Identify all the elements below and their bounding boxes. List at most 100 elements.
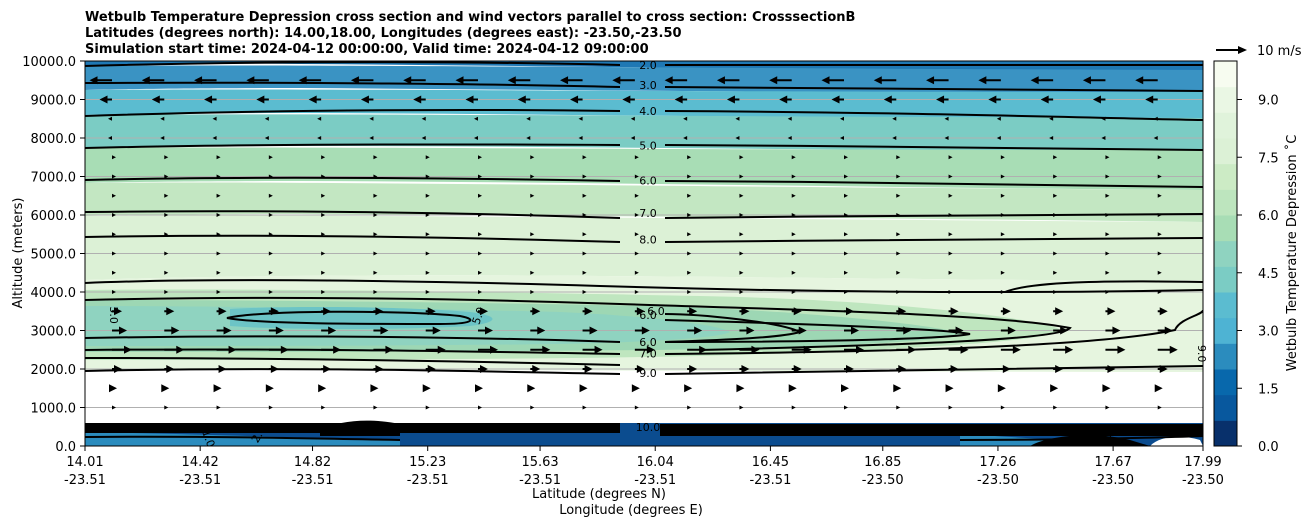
wind-arrow [1105, 155, 1110, 160]
contour-label: 6.0 [639, 336, 657, 349]
wind-arrow [373, 405, 378, 410]
wind-arrow [844, 270, 848, 275]
colorbar-segment [1214, 189, 1237, 216]
wind-arrow [112, 251, 116, 256]
wind-arrow [1101, 136, 1106, 140]
wind-arrow [164, 270, 169, 275]
contour-label: 1.0 [199, 428, 217, 449]
wind-arrow [160, 116, 165, 121]
wind-arrow [831, 95, 844, 104]
wind-arrow [1000, 251, 1005, 256]
wind-arrow [256, 95, 269, 104]
wind-arrow [373, 251, 378, 256]
wind-arrow [425, 307, 436, 316]
wind-arrow [164, 251, 169, 256]
wind-arrow [465, 95, 478, 104]
y-tick-label: 6000.0 [31, 209, 77, 224]
wind-arrow [687, 345, 708, 354]
wind-arrow [478, 251, 482, 256]
colorbar-segment [1214, 138, 1237, 165]
wind-arrow [478, 307, 488, 316]
wind-arrow [687, 270, 692, 275]
wind-arrow [373, 365, 384, 373]
wind-arrow [112, 270, 116, 275]
contour-label: 8.0 [639, 233, 657, 246]
colorbar-tick-label: 1.5 [1258, 382, 1279, 397]
colorbar-segment [1214, 112, 1237, 139]
wind-arrow [844, 326, 859, 335]
wind-arrow [1053, 213, 1058, 217]
wind-arrow [268, 251, 273, 256]
wind-arrow [1053, 326, 1069, 335]
contour-8 [85, 234, 1203, 243]
wind-arrow [948, 270, 953, 275]
wind-arrow [216, 405, 221, 410]
wind-arrow [1105, 193, 1110, 198]
y-tick-label: 0.0 [55, 440, 76, 455]
wind-arrow [1105, 251, 1110, 256]
wind-arrow [1053, 155, 1058, 160]
wind-arrow [578, 136, 583, 140]
wind-arrow [268, 232, 273, 237]
wind-arrow [735, 136, 740, 140]
wind-arrow [634, 270, 639, 275]
y-tick-label: 9000.0 [31, 94, 77, 109]
wind-arrow [716, 76, 740, 85]
wind-arrow [582, 155, 587, 160]
wind-arrow [474, 116, 478, 121]
wind-arrow [896, 213, 901, 217]
wind-arrow [1049, 116, 1054, 121]
wind-arrow [896, 193, 901, 198]
x-tick-label-lon: -23.50 [862, 473, 904, 488]
wind-arrow [264, 136, 269, 140]
wind-arrow [298, 76, 322, 85]
wind-arrow [161, 384, 170, 393]
wind-arrow [425, 290, 430, 294]
x-tick-label-lat: 14.42 [182, 455, 219, 470]
wind-arrow [896, 232, 901, 237]
wind-arrow [791, 213, 796, 217]
wind-arrow [403, 76, 426, 85]
colorbar-tick-label: 6.0 [1258, 209, 1279, 224]
wind-arrow [425, 345, 446, 354]
colorbar-label: Wetbulb Temperature Depression ˚C [1284, 135, 1300, 372]
colorbar-segment [1214, 266, 1237, 293]
wind-arrow [421, 136, 426, 140]
wind-arrow [769, 76, 792, 85]
x-tick-label-lat: 15.63 [521, 455, 558, 470]
wind-arrow [112, 307, 122, 316]
wind-arrow [996, 136, 1001, 140]
wind-arrow [369, 116, 374, 121]
wind-arrow [141, 76, 165, 85]
wind-arrow [321, 232, 326, 237]
wind-arrow [896, 345, 917, 354]
x-axis-label-lat: Latitude (degrees N) [532, 487, 666, 502]
wind-arrow [1157, 155, 1162, 160]
wind-arrow [936, 95, 949, 104]
x-tick-label-lat: 15.23 [409, 455, 446, 470]
wind-arrow [1082, 76, 1106, 85]
x-tick-label-lat: 14.01 [66, 455, 103, 470]
wind-arrow [1040, 95, 1054, 104]
wind-arrow [739, 232, 744, 237]
wind-arrow [373, 326, 389, 335]
wind-arrow [268, 290, 273, 294]
wind-arrow [948, 251, 953, 256]
wind-arrow [350, 76, 374, 85]
wind-arrow [425, 232, 430, 237]
colorbar-segment [1214, 420, 1237, 447]
wind-arrow [634, 365, 645, 373]
wind-arrow [370, 384, 379, 393]
x-axis: 14.01 -23.51 14.42 -23.51 14.82 -23.51 15.23 -2… [64, 446, 1224, 488]
colorbar-segment [1214, 61, 1237, 88]
wind-arrow [517, 95, 531, 104]
colorbar-tick-label: 4.5 [1258, 267, 1279, 282]
wind-arrow [896, 270, 901, 275]
band-top-darkblue [85, 61, 1203, 71]
x-tick-label-lon: -23.51 [519, 473, 561, 488]
wind-arrow [1105, 365, 1116, 373]
wind-arrow [739, 155, 744, 160]
y-axis-label: Altitude (meters) [11, 198, 26, 309]
wind-arrow [1105, 270, 1110, 275]
wind-arrow [948, 193, 953, 198]
